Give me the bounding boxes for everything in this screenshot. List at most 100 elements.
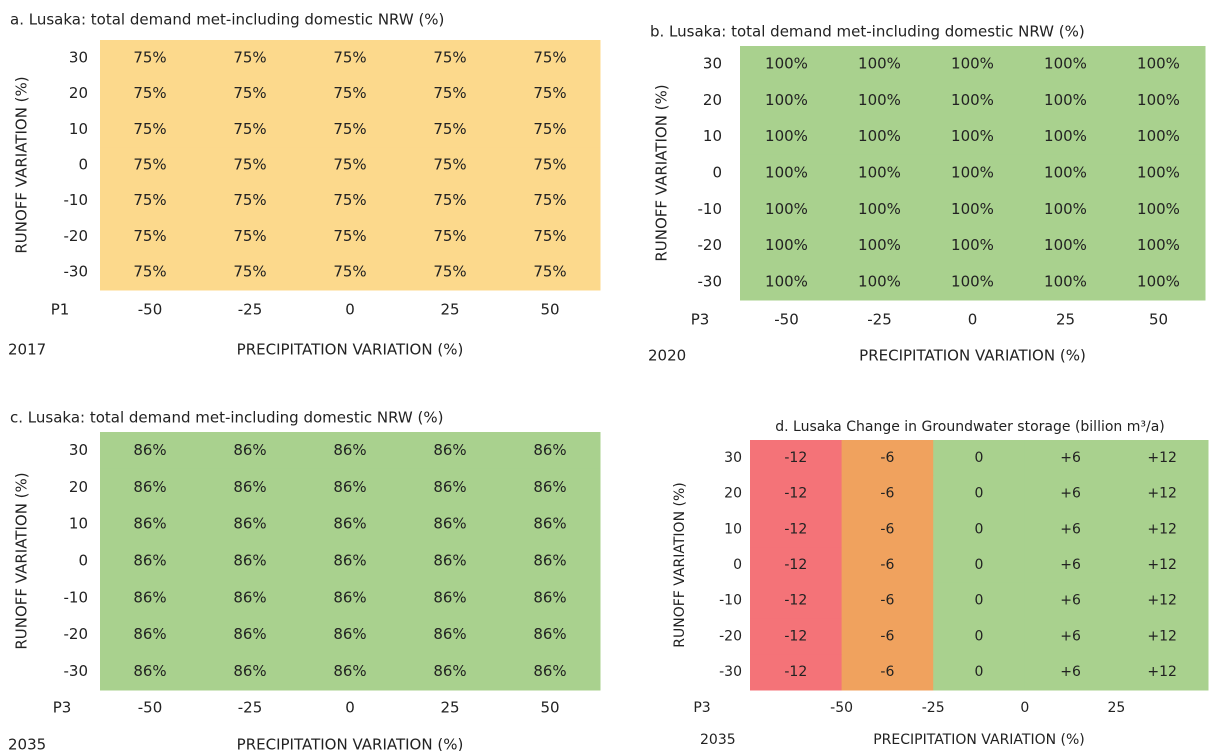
year-label: 2035 <box>700 732 736 748</box>
x-tick-label: -25 <box>238 699 263 717</box>
cell <box>200 468 301 507</box>
cell-label: 75% <box>533 227 566 245</box>
cell <box>100 218 201 255</box>
y-tick-label: -20 <box>719 628 742 644</box>
cell <box>841 475 934 512</box>
cell <box>833 82 927 120</box>
cell-label: 75% <box>433 191 466 209</box>
cell <box>926 227 1020 265</box>
cell-label: +6 <box>1060 593 1081 609</box>
cell <box>200 432 301 470</box>
cell-label: 86% <box>533 515 566 533</box>
cell-label: 0 <box>975 521 984 537</box>
cell <box>300 579 401 617</box>
cell <box>1024 511 1117 548</box>
cell <box>200 40 301 77</box>
cell <box>926 154 1020 192</box>
cell <box>933 618 1026 655</box>
cell-label: 86% <box>233 588 266 606</box>
cell <box>933 654 1026 691</box>
cell <box>200 579 301 617</box>
x-tick-label: -50 <box>138 699 163 717</box>
y-tick-label: -30 <box>64 662 89 680</box>
cell-label: +12 <box>1147 521 1177 537</box>
cell-label: 100% <box>951 200 994 218</box>
cell <box>100 616 201 654</box>
cell-label: 0 <box>975 593 984 609</box>
cell-label: 100% <box>765 91 808 109</box>
cell <box>500 468 601 507</box>
cell-label: 100% <box>1137 272 1180 290</box>
corner-label: P1 <box>51 301 70 319</box>
x-tick-label: -25 <box>238 301 263 319</box>
cell-label: 86% <box>533 588 566 606</box>
cell-label: 100% <box>858 91 901 109</box>
x-tick-label: -25 <box>867 311 892 329</box>
cell-label: +6 <box>1060 628 1081 644</box>
panel-title: b. Lusaka: total demand met-including do… <box>650 23 1085 41</box>
cell-label: 100% <box>1044 200 1087 218</box>
cell <box>926 118 1020 156</box>
cell <box>300 40 401 77</box>
cell-label: 75% <box>433 84 466 102</box>
cell <box>400 40 501 77</box>
cell-label: 75% <box>133 263 166 281</box>
cell-label: -12 <box>784 593 807 609</box>
x-tick-label: 25 <box>1056 311 1075 329</box>
cell <box>841 654 934 691</box>
cell-label: 0 <box>975 450 984 466</box>
y-tick-label: 10 <box>703 127 722 145</box>
cell-label: -6 <box>880 664 894 680</box>
cell <box>1019 82 1113 120</box>
x-tick-label: -50 <box>774 311 799 329</box>
cell-label: -12 <box>784 664 807 680</box>
cell <box>841 440 934 477</box>
x-axis-title: PRECIPITATION VARIATION (%) <box>859 347 1086 365</box>
y-tick-label: -20 <box>698 236 723 254</box>
cell <box>500 40 601 77</box>
cell-label: 86% <box>433 478 466 496</box>
cell-label: 100% <box>951 127 994 145</box>
cell-label: 100% <box>1044 91 1087 109</box>
cell-label: 100% <box>858 200 901 218</box>
cell <box>100 579 201 617</box>
cell <box>100 653 201 691</box>
cell <box>400 75 501 112</box>
cell-label: 100% <box>765 236 808 254</box>
cell <box>1112 227 1206 265</box>
y-tick-label: -10 <box>64 588 89 606</box>
cell-label: +6 <box>1060 521 1081 537</box>
y-axis-title: RUNOFF VARIATION (%) <box>653 84 671 261</box>
cell-label: 0 <box>975 486 984 502</box>
cell <box>300 254 401 291</box>
x-tick-label: 25 <box>1107 700 1125 716</box>
cell <box>400 653 501 691</box>
cell <box>740 118 834 156</box>
cell <box>100 147 201 184</box>
cell <box>1024 582 1117 620</box>
cell <box>833 46 927 83</box>
cell-label: 75% <box>433 48 466 66</box>
cell <box>1112 118 1206 156</box>
cell <box>300 542 401 580</box>
cell-label: 100% <box>765 127 808 145</box>
cell <box>1019 263 1113 301</box>
cell-label: 100% <box>858 55 901 73</box>
cell <box>833 227 927 265</box>
cell-label: 75% <box>433 156 466 174</box>
cell-label: 100% <box>765 200 808 218</box>
cell-label: 0 <box>975 628 984 644</box>
x-axis-title: PRECIPITATION VARIATION (%) <box>873 732 1085 748</box>
cell <box>1112 82 1206 120</box>
cell <box>926 46 1020 83</box>
cell <box>1019 154 1113 192</box>
cell-label: 75% <box>133 48 166 66</box>
cell <box>1116 440 1209 477</box>
cell <box>200 616 301 654</box>
cell-label: +12 <box>1147 593 1177 609</box>
cell <box>100 40 201 77</box>
y-tick-label: -10 <box>64 191 89 209</box>
cell <box>100 111 201 148</box>
cell-label: 86% <box>133 625 166 643</box>
cell <box>500 505 601 544</box>
